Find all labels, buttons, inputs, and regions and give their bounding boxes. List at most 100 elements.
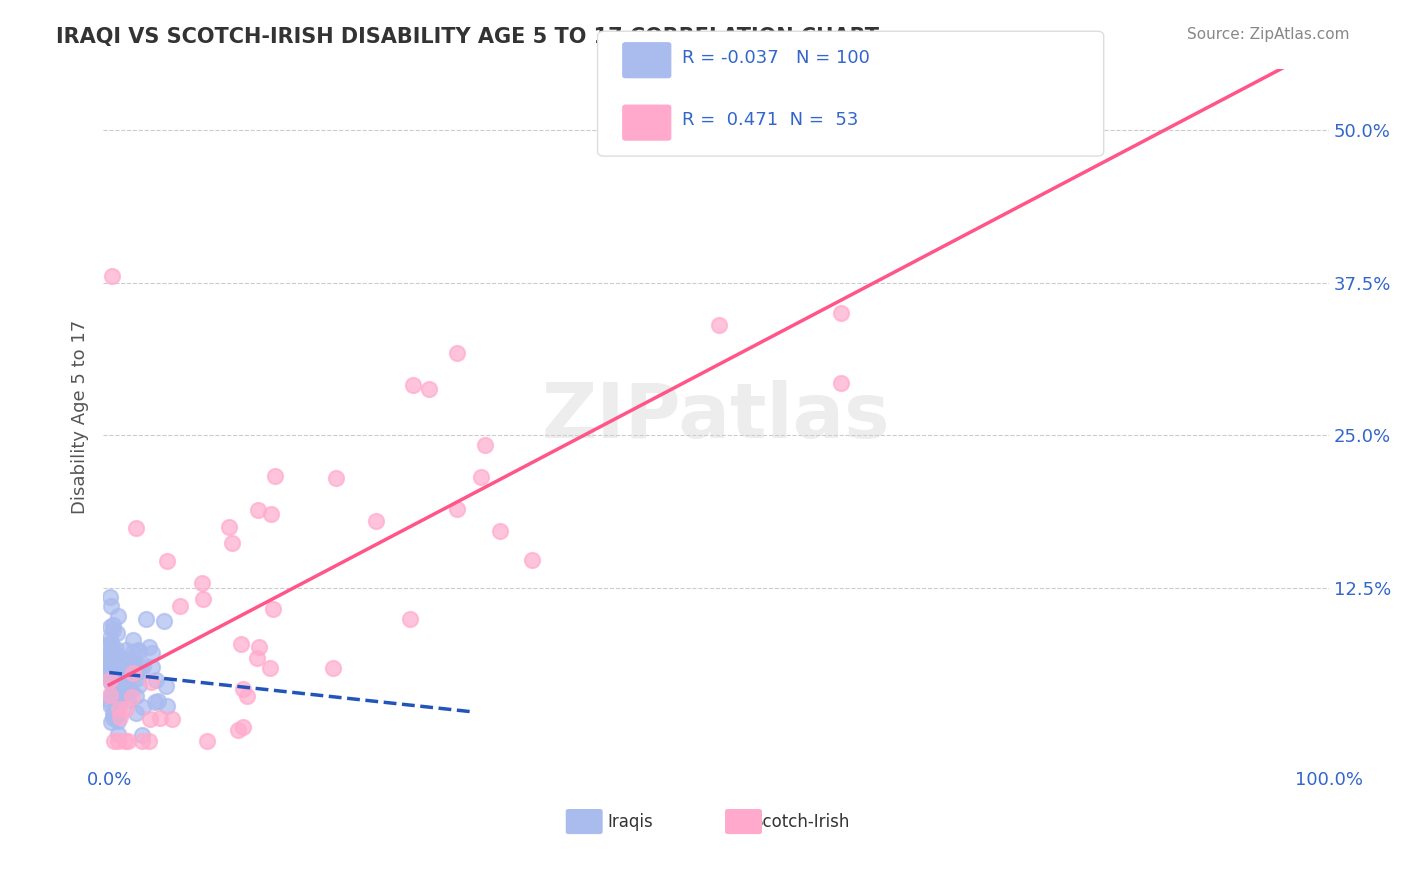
Point: [114, 668, 136, 682]
Point: [117, 734, 139, 748]
Point: [122, 666, 145, 681]
Point: [247, 640, 270, 654]
Point: [103, 690, 125, 704]
Text: Scotch-Irish: Scotch-Irish: [754, 813, 851, 830]
Point: [98, 653, 121, 667]
Point: [105, 676, 128, 690]
Text: Iraqis: Iraqis: [607, 813, 652, 830]
Point: [98, 693, 121, 707]
Point: [101, 623, 124, 637]
Point: [131, 734, 153, 748]
Point: [115, 642, 138, 657]
Point: [100, 599, 122, 613]
Point: [101, 665, 124, 680]
Point: [105, 657, 128, 672]
Point: [107, 734, 129, 748]
Text: IRAQI VS SCOTCH-IRISH DISABILITY AGE 5 TO 17 CORRELATION CHART: IRAQI VS SCOTCH-IRISH DISABILITY AGE 5 T…: [56, 27, 879, 46]
Point: [121, 690, 143, 705]
Point: [105, 709, 128, 723]
Point: [104, 657, 127, 671]
Point: [105, 696, 128, 710]
Point: [195, 734, 218, 748]
Text: R =  0.471  N =  53: R = 0.471 N = 53: [682, 112, 858, 129]
Point: [145, 673, 167, 687]
Point: [100, 636, 122, 650]
Point: [125, 665, 148, 680]
Point: [100, 676, 122, 690]
Point: [143, 696, 166, 710]
Point: [107, 608, 129, 623]
Point: [101, 658, 124, 673]
Point: [107, 672, 129, 686]
Point: [226, 723, 249, 737]
Point: [100, 646, 122, 660]
Point: [110, 682, 132, 697]
Point: [260, 508, 283, 522]
Point: [125, 690, 148, 704]
Point: [104, 678, 127, 692]
Point: [98, 649, 121, 664]
Point: [100, 658, 122, 673]
Point: [127, 643, 149, 657]
Point: [221, 536, 243, 550]
Point: [103, 704, 125, 718]
Point: [110, 673, 132, 687]
Point: [114, 662, 136, 676]
Point: [115, 683, 138, 698]
Point: [111, 664, 134, 678]
Point: [108, 694, 131, 708]
Point: [128, 678, 150, 692]
Point: [325, 471, 347, 485]
Point: [98, 631, 121, 645]
Point: [141, 646, 163, 660]
Text: Source: ZipAtlas.com: Source: ZipAtlas.com: [1187, 27, 1350, 42]
Point: [191, 591, 214, 606]
Point: [141, 674, 163, 689]
Point: [100, 657, 122, 672]
Point: [107, 691, 129, 706]
Point: [489, 524, 512, 538]
Point: [155, 699, 177, 714]
Point: [141, 660, 163, 674]
Point: [366, 514, 388, 528]
FancyBboxPatch shape: [567, 810, 602, 833]
Point: [98, 638, 121, 652]
Point: [100, 673, 122, 687]
Point: [98, 591, 121, 605]
Point: [446, 501, 468, 516]
Point: [105, 626, 128, 640]
Point: [101, 710, 124, 724]
Point: [100, 688, 122, 702]
Point: [98, 620, 121, 634]
Point: [153, 614, 176, 628]
Point: [110, 654, 132, 668]
Y-axis label: Disability Age 5 to 17: Disability Age 5 to 17: [72, 320, 89, 515]
Point: [132, 699, 155, 714]
Point: [117, 692, 139, 706]
Point: [105, 642, 128, 657]
Point: [122, 632, 145, 647]
Point: [259, 661, 281, 675]
Point: [108, 710, 131, 724]
Point: [115, 702, 138, 716]
Point: [100, 688, 122, 702]
Point: [104, 709, 127, 723]
Point: [100, 651, 122, 665]
Point: [520, 553, 543, 567]
Point: [128, 643, 150, 657]
Point: [122, 666, 145, 681]
Text: ZIPatlas: ZIPatlas: [541, 380, 890, 454]
Point: [246, 503, 269, 517]
Point: [146, 694, 169, 708]
Point: [100, 650, 122, 665]
Point: [231, 636, 253, 650]
Point: [122, 657, 145, 672]
Point: [101, 618, 124, 632]
Point: [103, 673, 125, 687]
Point: [160, 712, 183, 726]
Point: [121, 645, 143, 659]
Point: [155, 679, 177, 693]
Point: [232, 720, 254, 734]
Point: [120, 683, 142, 698]
Point: [232, 682, 254, 697]
